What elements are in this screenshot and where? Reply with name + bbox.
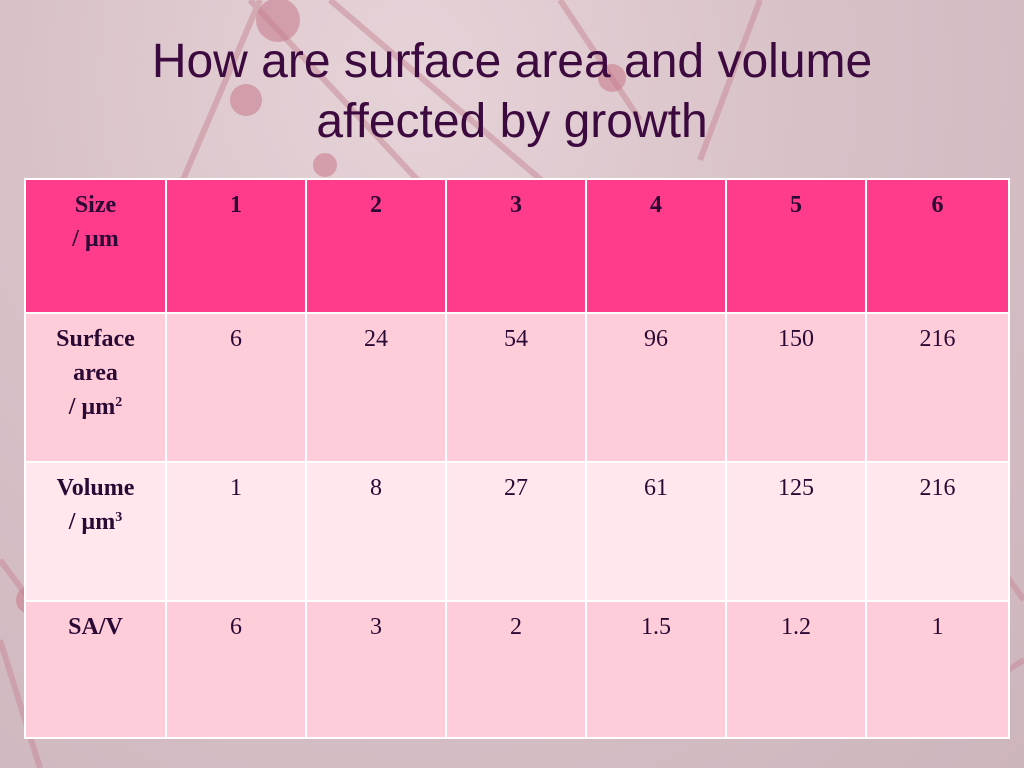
title-line-1: How are surface area and volume bbox=[151, 35, 873, 88]
table-row-size: Size / µm 1 2 3 4 5 6 bbox=[24, 178, 1010, 314]
table-cell: 1 bbox=[165, 178, 307, 314]
size-label-line-1: Size bbox=[74, 192, 117, 218]
size-label-line-2: / µm bbox=[72, 226, 119, 252]
table-cell: 1 bbox=[865, 600, 1010, 739]
table-cell: 27 bbox=[445, 461, 587, 602]
table-cell: 125 bbox=[725, 461, 867, 602]
slide-title: How are surface area and volume affected… bbox=[0, 32, 1024, 152]
table-cell: 216 bbox=[865, 312, 1010, 463]
sa-label-line-2: area bbox=[73, 360, 118, 386]
sa-unit: / µm bbox=[68, 394, 116, 420]
row-label-surface-area: Surface area / µm2 bbox=[24, 312, 167, 463]
table-cell: 1.2 bbox=[725, 600, 867, 739]
table-cell: 61 bbox=[585, 461, 727, 602]
vol-unit-exponent: 3 bbox=[115, 510, 123, 525]
data-table-container: Size / µm 1 2 3 4 5 6 Surface area / µm2… bbox=[24, 178, 1010, 739]
table-row-surface-area: Surface area / µm2 6 24 54 96 150 216 bbox=[24, 312, 1010, 463]
table-cell: 3 bbox=[445, 178, 587, 314]
sa-label-line-1: Surface bbox=[56, 326, 135, 352]
table-cell: 4 bbox=[585, 178, 727, 314]
table-cell: 1 bbox=[165, 461, 307, 602]
table-cell: 5 bbox=[725, 178, 867, 314]
table-cell: 6 bbox=[865, 178, 1010, 314]
table-cell: 24 bbox=[305, 312, 447, 463]
vol-label-line-1: Volume bbox=[56, 475, 135, 501]
table-cell: 6 bbox=[165, 600, 307, 739]
table-row-sa-v: SA/V 6 3 2 1.5 1.2 1 bbox=[24, 600, 1010, 739]
table-cell: 8 bbox=[305, 461, 447, 602]
title-line-2: affected by growth bbox=[316, 95, 708, 148]
table-cell: 2 bbox=[445, 600, 587, 739]
table-cell: 1.5 bbox=[585, 600, 727, 739]
table-cell: 6 bbox=[165, 312, 307, 463]
table-cell: 3 bbox=[305, 600, 447, 739]
surface-area-volume-table: Size / µm 1 2 3 4 5 6 Surface area / µm2… bbox=[24, 178, 1010, 739]
table-cell: 96 bbox=[585, 312, 727, 463]
sa-label-line-3: / µm2 bbox=[32, 390, 159, 424]
row-label-size: Size / µm bbox=[24, 178, 167, 314]
row-label-sa-v: SA/V bbox=[24, 600, 167, 739]
row-label-volume: Volume / µm3 bbox=[24, 461, 167, 602]
sa-unit-exponent: 2 bbox=[115, 395, 123, 410]
table-cell: 2 bbox=[305, 178, 447, 314]
table-cell: 150 bbox=[725, 312, 867, 463]
vol-unit: / µm bbox=[68, 509, 116, 535]
table-cell: 54 bbox=[445, 312, 587, 463]
table-row-volume: Volume / µm3 1 8 27 61 125 216 bbox=[24, 461, 1010, 602]
vol-label-line-2: / µm3 bbox=[32, 505, 159, 539]
table-cell: 216 bbox=[865, 461, 1010, 602]
